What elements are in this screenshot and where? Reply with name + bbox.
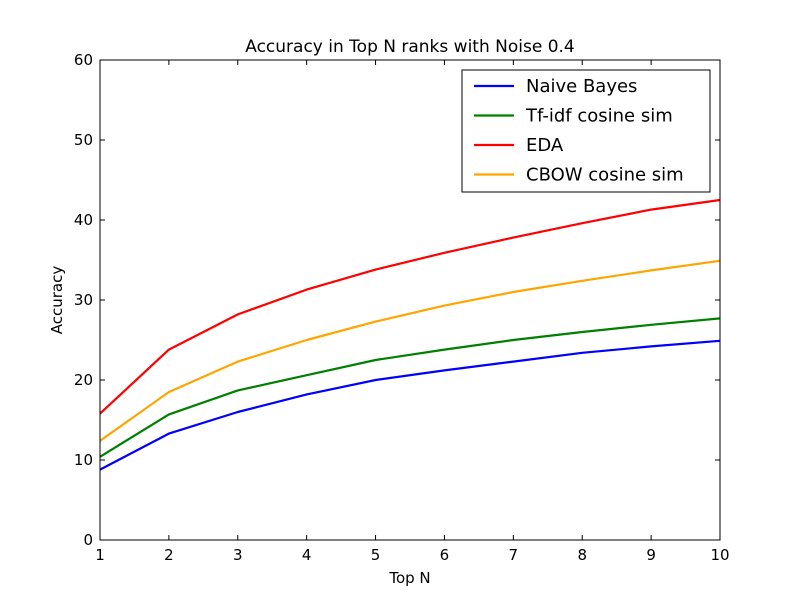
y-tick-label: 50 <box>74 131 93 149</box>
x-tick-label: 8 <box>577 546 587 564</box>
plot-area: 1 2 3 4 5 6 7 8 9 10 0 10 20 30 40 50 60 <box>74 51 730 564</box>
x-tick-label: 9 <box>646 546 656 564</box>
legend-label: EDA <box>526 135 564 156</box>
x-axis-label: Top N <box>388 569 430 587</box>
x-tick-label: 5 <box>371 546 381 564</box>
y-tick-label: 40 <box>74 211 93 229</box>
legend-box <box>461 69 711 193</box>
legend: Naive Bayes Tf-idf cosine sim EDA CBOW cosi… <box>461 69 711 193</box>
y-tick-label: 30 <box>74 291 93 309</box>
y-tick-label: 10 <box>74 451 93 469</box>
y-tick-label: 0 <box>83 531 93 549</box>
x-tick-label: 7 <box>509 546 519 564</box>
legend-label: Naive Bayes <box>526 76 637 97</box>
x-tick-label: 6 <box>440 546 450 564</box>
y-tick-label: 60 <box>74 51 93 69</box>
x-tick-label: 1 <box>95 546 105 564</box>
series-line-3 <box>99 259 721 442</box>
chart-title: Accuracy in Top N ranks with Noise 0.4 <box>245 37 574 57</box>
x-tick-label: 2 <box>164 546 174 564</box>
legend-label: Tf-idf cosine sim <box>525 106 673 127</box>
series-line-0 <box>99 339 721 471</box>
x-tick-label: 10 <box>710 546 729 564</box>
x-tick-label: 3 <box>233 546 243 564</box>
x-tick-label: 4 <box>302 546 312 564</box>
series-line-1 <box>99 317 721 458</box>
series-line-2 <box>99 198 721 415</box>
y-tick-label: 20 <box>74 371 93 389</box>
y-axis-label: Accuracy <box>48 266 66 335</box>
legend-label: CBOW cosine sim <box>526 165 684 186</box>
